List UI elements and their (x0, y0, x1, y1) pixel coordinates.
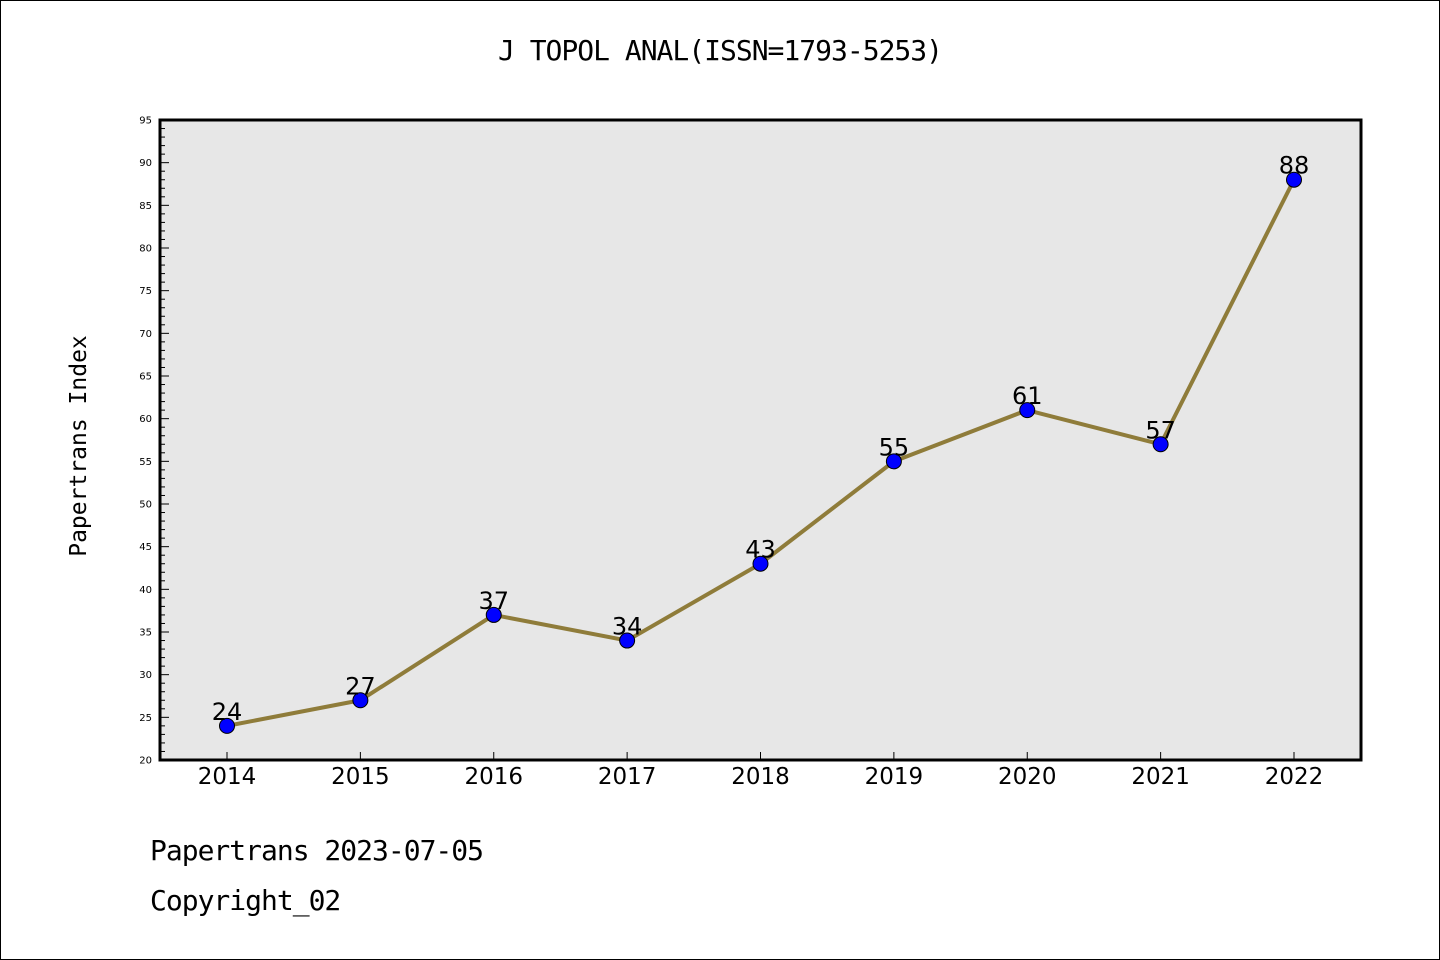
x-tick-label: 2019 (865, 764, 924, 790)
data-point (619, 632, 636, 649)
data-point (352, 692, 369, 709)
data-point (1152, 436, 1169, 453)
x-tick-label: 2020 (998, 764, 1057, 790)
data-label: 61 (1012, 382, 1043, 410)
data-label: 88 (1279, 152, 1310, 180)
x-tick-label: 2015 (331, 764, 390, 790)
x-tick-label: 2018 (731, 764, 790, 790)
data-point (1286, 171, 1302, 188)
data-label: 43 (745, 536, 776, 564)
x-tick-label: 2017 (598, 764, 657, 790)
chart-title: J TOPOL ANAL(ISSN=1793-5253) (497, 34, 943, 67)
data-point (752, 555, 769, 572)
data-label: 27 (345, 672, 376, 700)
data-point (219, 717, 235, 734)
y-tick-label: 35 (139, 628, 152, 639)
y-tick-label: 50 (139, 500, 152, 511)
y-tick-label: 30 (139, 670, 152, 681)
y-tick-label: 90 (139, 158, 152, 169)
y-tick-label: 65 (139, 372, 152, 383)
data-label: 24 (212, 698, 243, 726)
data-point (1019, 402, 1036, 419)
x-axis: 2014 2015 2016 2017 2018 2019 2020 2021 2022 (198, 752, 1324, 790)
footer-copyright: Copyright_02 (150, 884, 341, 917)
x-tick-label: 2014 (198, 764, 257, 790)
data-label: 57 (1145, 416, 1176, 444)
y-tick-label: 55 (139, 457, 152, 468)
y-tick-label: 75 (139, 286, 152, 297)
y-tick-label: 70 (139, 329, 152, 340)
y-tick-label: 20 (139, 756, 152, 767)
plot-border (158, 118, 1363, 762)
series: 24 27 37 34 43 55 61 57 88 (212, 152, 1310, 734)
y-tick-label: 45 (139, 542, 152, 553)
data-point (485, 606, 502, 623)
y-tick-label: 85 (139, 201, 152, 212)
data-label: 34 (612, 613, 643, 641)
data-label: 55 (879, 433, 910, 461)
y-tick-label: 25 (139, 713, 152, 724)
y-tick-label: 80 (139, 244, 152, 255)
y-tick-label: 40 (139, 585, 152, 596)
footer-date: Papertrans 2023-07-05 (150, 834, 484, 867)
x-tick-label: 2022 (1265, 764, 1324, 790)
y-tick-label: 95 (139, 116, 152, 127)
y-tick-label: 60 (139, 414, 152, 425)
y-axis-title: Papertrans Index (66, 335, 92, 557)
plot-area (160, 120, 1361, 760)
x-tick-label: 2016 (464, 764, 523, 790)
data-point (885, 453, 902, 470)
data-label: 37 (478, 587, 509, 615)
x-tick-label: 2021 (1131, 764, 1190, 790)
